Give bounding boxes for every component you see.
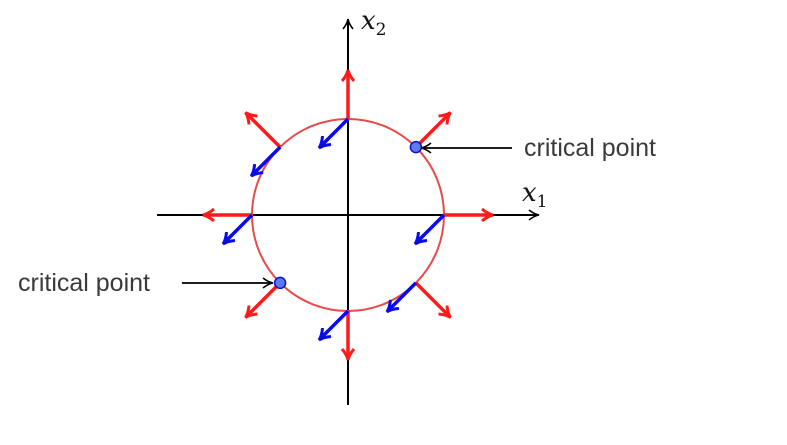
- x-axis-label: x1: [522, 178, 548, 212]
- inward-vector-180: [224, 215, 252, 243]
- inward-vector-135: [252, 147, 280, 175]
- inward-vector-0: [416, 215, 444, 243]
- y-axis-label: x2: [361, 6, 387, 40]
- critical-point-45: [410, 142, 421, 153]
- inward-vector-315: [388, 283, 416, 311]
- annotation-label-lower-left: critical point: [18, 269, 150, 297]
- critical-point-225: [275, 277, 286, 288]
- outward-vector-135: [246, 113, 280, 147]
- outward-vector-45: [416, 113, 450, 147]
- inward-vector-90: [320, 119, 348, 147]
- annotation-label-upper-right: critical point: [524, 134, 656, 162]
- outward-vector-225: [246, 283, 280, 317]
- outward-vector-315: [416, 283, 450, 317]
- inward-vector-270: [320, 311, 348, 339]
